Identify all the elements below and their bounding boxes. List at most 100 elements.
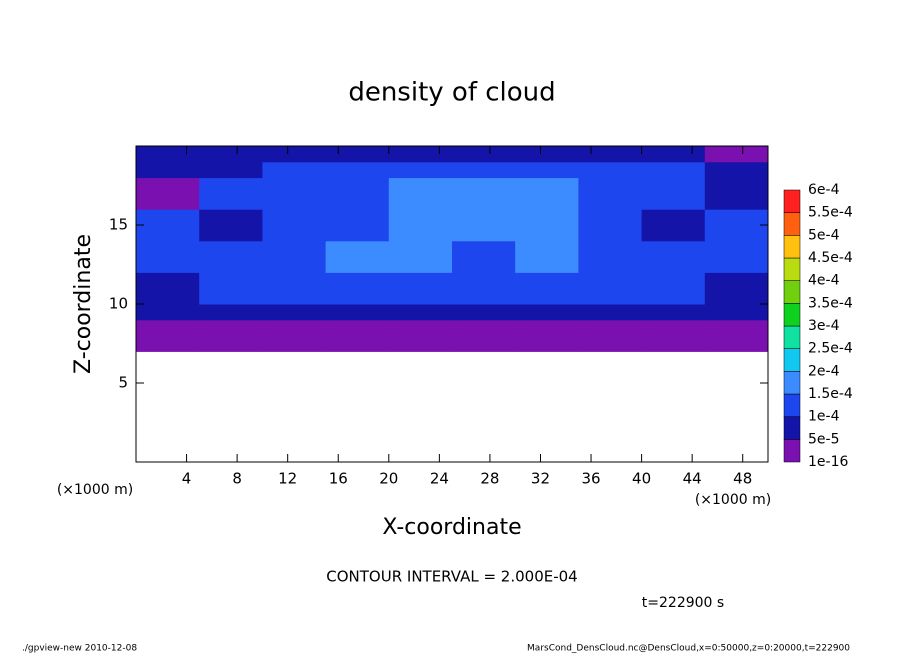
colorbar-label: 1e-16 (808, 454, 848, 470)
field-cell (515, 146, 579, 163)
field-cell (325, 177, 390, 210)
field-cell (578, 146, 643, 163)
x-unit: (×1000 m) (695, 492, 771, 508)
field-cell (262, 146, 327, 163)
field-cell (515, 335, 579, 352)
field-cell (262, 161, 327, 179)
colorbar-label: 4.5e-4 (808, 250, 853, 266)
colorbar-label: 5e-4 (808, 227, 840, 243)
field-cell (578, 319, 643, 337)
field-cell (452, 209, 516, 242)
field-cell (388, 146, 453, 163)
field-cell (388, 240, 453, 273)
colorbar-box (783, 257, 801, 281)
colorbar-label: 4e-4 (808, 273, 840, 289)
y-tick-label: 15 (109, 216, 128, 234)
x-tick-label: 44 (683, 470, 702, 488)
field (136, 146, 769, 352)
y-axis-label: Z-coordinate (71, 234, 96, 374)
field-cell (578, 209, 643, 242)
field-cell (704, 177, 769, 210)
field-cell (515, 161, 579, 179)
x-tick-label: 24 (430, 470, 449, 488)
field-cell (452, 335, 516, 352)
colorbar-box (783, 393, 801, 417)
colorbar-box (783, 348, 801, 372)
field-cell (388, 304, 453, 321)
field-cell (199, 304, 263, 321)
field-cell (388, 335, 453, 352)
x-tick-label: 32 (531, 470, 550, 488)
field-cell (578, 177, 643, 210)
field-cell (262, 240, 327, 273)
field-cell (452, 161, 516, 179)
field-cell (262, 335, 327, 352)
x-tick-label: 12 (278, 470, 297, 488)
field-cell (578, 161, 643, 179)
field-cell (578, 272, 643, 305)
axes: 4 8 12 16 20 24 28 32 36 40 44 48510151e-165e-51e-4… (109, 145, 853, 488)
field-cell (325, 161, 390, 179)
colorbar-box (783, 189, 801, 213)
colorbar-box (783, 416, 801, 440)
field-cell (325, 319, 390, 337)
colorbar-label: 5e-5 (808, 431, 839, 447)
field-cell (199, 272, 263, 305)
field-cell (199, 146, 263, 163)
field-cell (388, 209, 453, 242)
x-axis-label: X-coordinate (382, 515, 521, 540)
field-cell (199, 161, 263, 179)
field-cell (136, 240, 200, 273)
field-cell (136, 146, 200, 163)
field-cell (325, 304, 390, 321)
field-cell (704, 304, 769, 321)
field-cell (199, 319, 263, 337)
field-cell (641, 146, 706, 163)
footer-right: MarsCond_DensCloud.nc@DensCloud,x=0:5000… (527, 644, 850, 654)
colorbar-box (783, 212, 801, 236)
chart-title: density of cloud (348, 78, 555, 108)
field-cell (136, 272, 200, 305)
x-tick-label: 28 (480, 470, 499, 488)
x-tick-label: 8 (232, 470, 242, 488)
contour-interval: CONTOUR INTERVAL = 2.000E-04 (326, 568, 577, 586)
y-tick-label: 5 (118, 374, 128, 392)
field-cell (704, 335, 769, 352)
field-cell (388, 272, 453, 305)
field-cell (136, 319, 200, 337)
colorbar-label: 1e-4 (808, 409, 840, 425)
field-cell (704, 146, 769, 163)
colorbar-label: 3.5e-4 (808, 295, 853, 311)
colorbar-label: 1.5e-4 (808, 386, 853, 402)
colorbar-label: 5.5e-4 (808, 205, 853, 221)
field-cell (388, 319, 453, 337)
field-cell (641, 304, 706, 321)
colorbar-box (783, 235, 801, 259)
field-cell (515, 240, 579, 273)
field-cell (515, 304, 579, 321)
field-cell (515, 209, 579, 242)
field-cell (136, 304, 200, 321)
field-cell (199, 177, 263, 210)
y-unit: (×1000 m) (57, 482, 133, 498)
field-cell (452, 304, 516, 321)
field-cell (704, 240, 769, 273)
x-tick-label: 16 (329, 470, 348, 488)
field-cell (641, 335, 706, 352)
field-cell (452, 272, 516, 305)
field-cell (452, 146, 516, 163)
field-cell (199, 335, 263, 352)
field-cell (641, 161, 706, 179)
field-cell (199, 209, 263, 242)
field-cell (136, 209, 200, 242)
field-cell (136, 161, 200, 179)
y-tick-label: 10 (109, 295, 128, 313)
field-cell (262, 209, 327, 242)
colorbar-box (783, 371, 801, 395)
field-cell (452, 177, 516, 210)
field-cell (515, 319, 579, 337)
colorbar-label: 6e-4 (808, 182, 840, 198)
field-cell (578, 304, 643, 321)
